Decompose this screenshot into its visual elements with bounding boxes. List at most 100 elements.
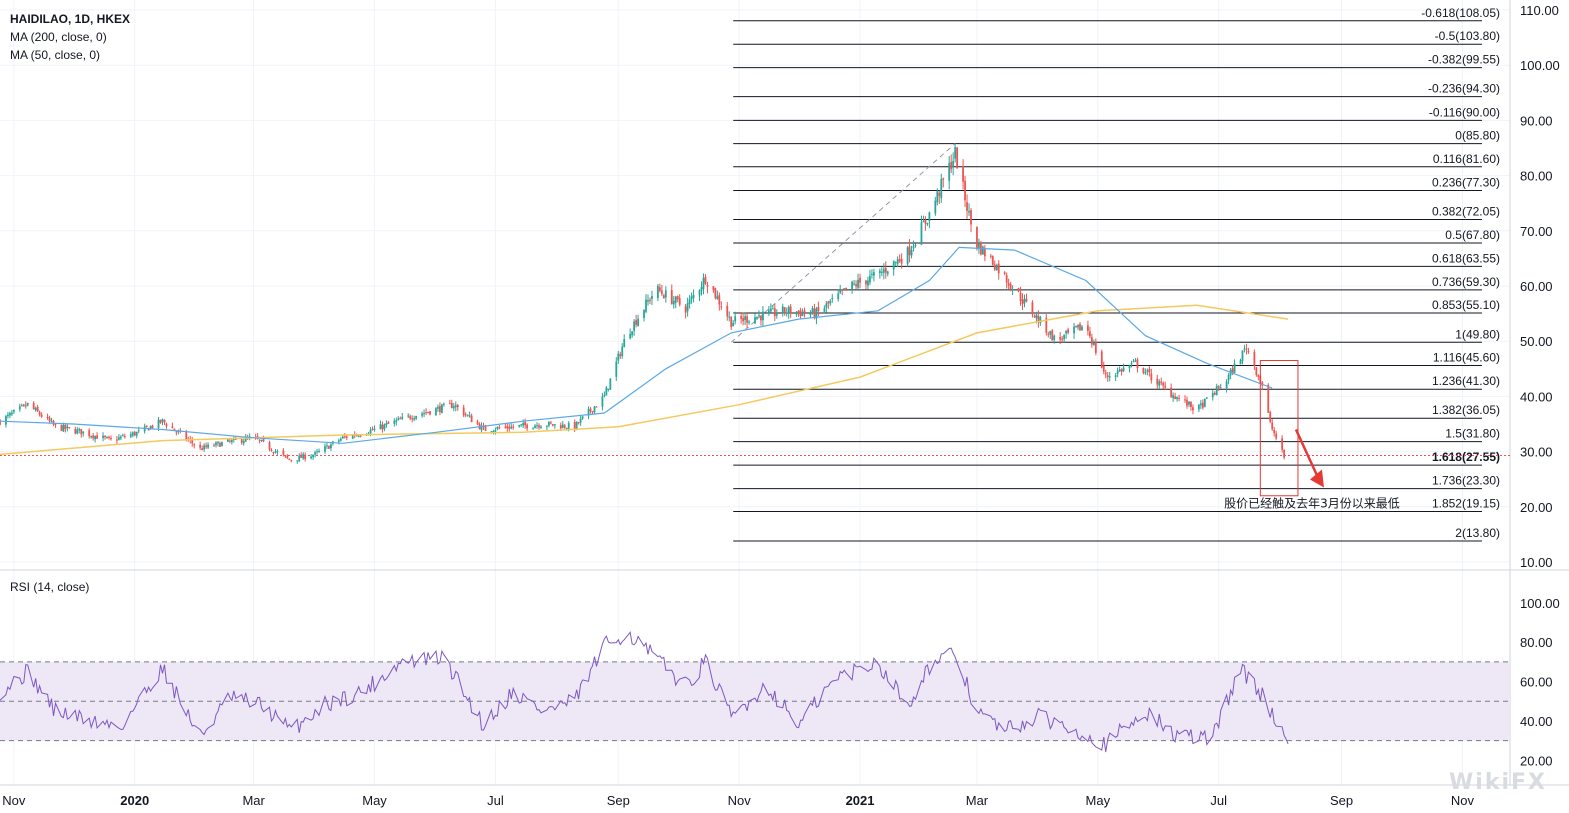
candle-body [66,426,69,429]
rsi-legend: RSI (14, close) [10,578,89,596]
candle-body [534,425,536,429]
candle-body [896,259,899,265]
candle-body [1087,325,1089,331]
candle-body [207,444,209,448]
candle-body [575,421,578,429]
candle-body [64,424,67,430]
candle-body [50,420,53,422]
candle-body [504,426,507,428]
candle-body [817,306,820,311]
candle-body [18,406,21,410]
candle-body [700,287,703,291]
candle-body [920,222,923,245]
candle-body [674,296,677,303]
candle-body [758,315,760,317]
candle-body [1122,367,1125,371]
candle-body [490,431,493,433]
candle-body [940,178,943,199]
candle-body [407,415,410,417]
candle-body [829,301,832,304]
candle-body [623,338,626,348]
candle-body [662,295,665,299]
candle-body [771,308,774,310]
fib-level-label: 0.116(81.60) [1433,152,1500,166]
candle-body [1231,368,1234,374]
candle-body [981,246,984,255]
candle-body [20,405,23,407]
candle-body [912,246,915,249]
price-axis-label: 80.00 [1520,169,1553,184]
candle-body [839,290,842,293]
candle-body [300,454,303,458]
candle-body [1241,350,1244,362]
candle-body [732,322,735,327]
candle-body [851,281,853,290]
candle-body [1094,341,1097,353]
annotation-text: 股价已经触及去年3月份以来最低 [1224,496,1400,510]
candle-body [526,424,529,429]
symbol-title: HAIDILAO, 1D, HKEX [10,12,131,26]
candle-body [290,460,293,462]
price-axis-label: 40.00 [1520,389,1553,404]
candle-body [914,245,917,247]
candle-body [607,388,610,390]
candle-body [799,310,802,316]
candle-body [934,200,937,214]
fib-level-label: 0.382(72.05) [1432,204,1500,218]
candle-body [970,210,972,225]
candle-body [1144,372,1147,374]
candle-body [185,431,188,440]
candle-body [217,442,219,444]
ma200-line [0,304,1289,456]
candle-body [712,286,715,291]
time-axis-label: Sep [607,793,630,808]
candle-body [496,427,499,430]
candle-body [781,306,784,314]
candle-body [884,267,887,273]
candle-body [657,285,659,298]
rsi-line [0,631,1289,753]
candle-body [1205,397,1208,399]
candle-body [892,260,895,270]
candle-body [337,440,340,442]
price-axis-label: 50.00 [1520,334,1553,349]
candle-body [536,425,538,427]
candle-body [827,301,830,304]
price-axis-label: 100.00 [1520,58,1560,73]
candle-body [871,273,873,275]
candle-body [968,210,970,213]
candle-body [589,408,592,412]
candle-body [991,255,994,265]
candle-body [351,434,354,439]
candle-body [74,429,77,434]
fib-level-label: -0.236(94.30) [1428,82,1500,96]
candle-body [908,246,911,256]
fib-level-label: 1.5(31.80) [1445,427,1500,441]
candle-body [924,220,927,224]
fib-level-label: 0.5(67.80) [1445,228,1500,242]
price-axis-label: 60.00 [1520,279,1553,294]
annotation-arrow-shaft [1294,428,1320,479]
candle-body [1092,342,1095,345]
candle-body [1130,363,1133,365]
candle-body [393,420,396,424]
candle-body [1197,404,1200,410]
candle-body [825,303,828,308]
candle-body [1188,401,1190,405]
fib-level-label: 1.382(36.05) [1432,403,1500,417]
candle-body [1033,316,1036,318]
candle-body [121,435,124,437]
candle-body [726,305,729,317]
candle-body [831,297,834,300]
candle-body [1136,359,1139,369]
candle-body [728,316,731,318]
candle-body [538,425,540,428]
candle-body [532,427,534,429]
candle-body [978,243,980,249]
fib-level-label: 0.736(59.30) [1432,275,1500,289]
candle-body [68,427,71,429]
candle-body [381,424,384,430]
candle-body [415,415,418,419]
candle-body [1116,370,1119,375]
